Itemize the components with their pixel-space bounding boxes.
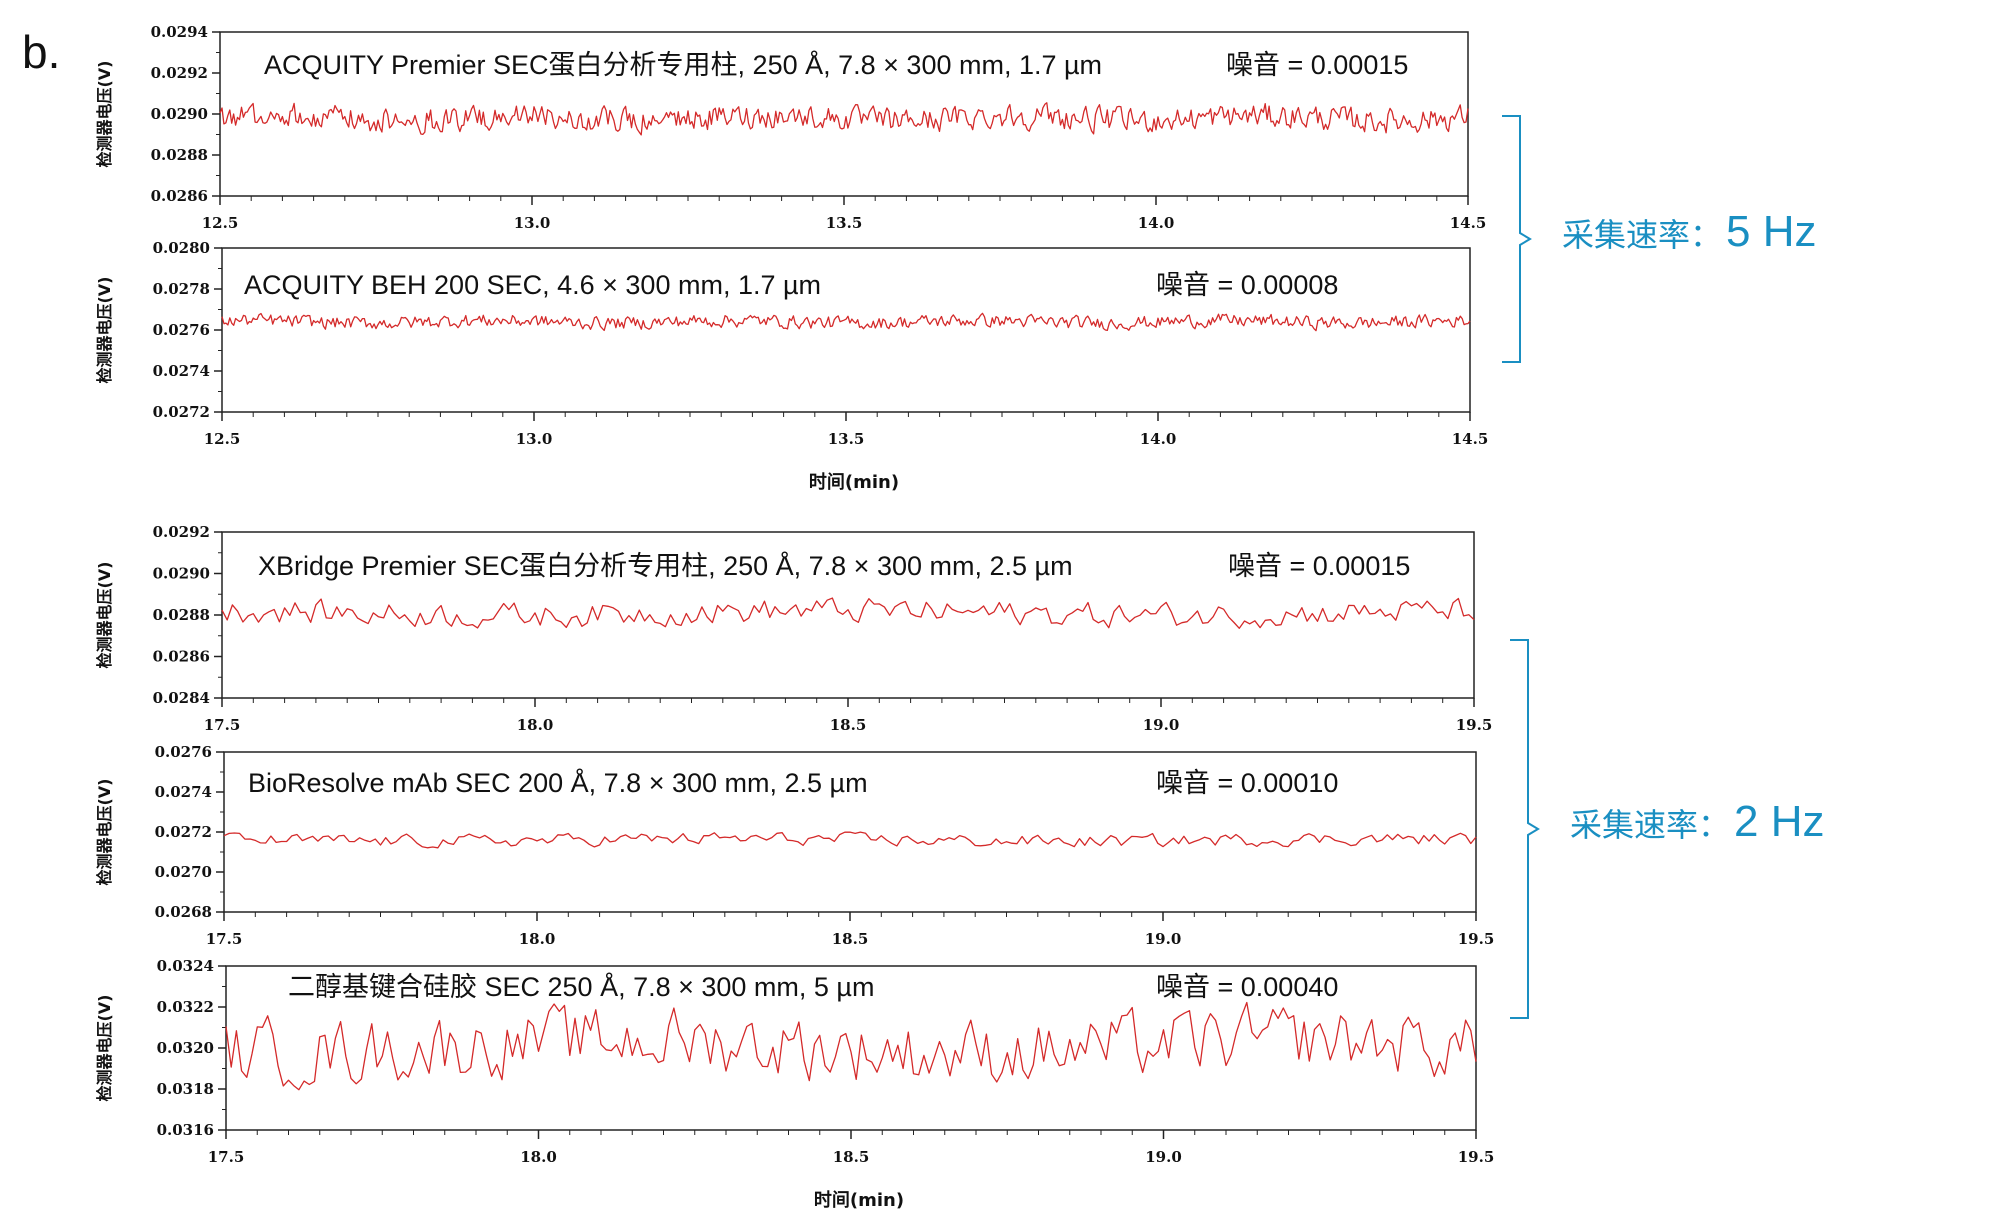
y-tick-label: 0.0272 — [153, 403, 210, 421]
column-title: BioResolve mAb SEC 200 Å, 7.8 × 300 mm, … — [248, 767, 868, 798]
x-tick-label: 19.5 — [1458, 1148, 1495, 1166]
rate-annotation: 采集速率：5 Hz — [1562, 207, 1817, 256]
y-tick-label: 0.0276 — [155, 743, 212, 761]
x-tick-label: 13.0 — [514, 214, 551, 232]
x-tick-label: 13.5 — [828, 430, 865, 448]
y-tick-label: 0.0324 — [157, 957, 214, 975]
y-tick-label: 0.0278 — [153, 280, 210, 298]
signal-trace — [223, 831, 1477, 849]
y-axis-label: 检测器电压(V) — [95, 561, 114, 668]
noise-annotation: 噪音 = 0.00010 — [1156, 768, 1338, 798]
noise-annotation: 噪音 = 0.00040 — [1156, 972, 1338, 1002]
x-tick-label: 17.5 — [204, 716, 241, 734]
x-tick-label: 18.0 — [520, 1148, 557, 1166]
y-tick-label: 0.0290 — [151, 105, 208, 123]
signal-trace — [225, 1001, 1477, 1091]
y-axis-label: 检测器电压(V) — [95, 994, 114, 1101]
chart-panel-4: 0.0276 0.0274 0.0272 0.0270 0.0268 17.5 18.0 18… — [95, 743, 1494, 948]
y-tick-label: 0.0272 — [155, 823, 212, 841]
y-tick-label: 0.0268 — [155, 903, 212, 921]
y-tick-label: 0.0292 — [151, 64, 208, 82]
x-tick-label: 19.0 — [1145, 930, 1182, 948]
signal-trace — [219, 102, 1469, 136]
x-tick-label: 19.0 — [1145, 1148, 1182, 1166]
rate-caption: 采集速率： — [1570, 807, 1730, 843]
rate-value: 2 Hz — [1734, 797, 1824, 846]
x-axis-label: 时间(min) — [809, 472, 899, 493]
x-tick-label: 13.5 — [826, 214, 863, 232]
rate-bracket-1: 采集速率：5 Hz — [1502, 115, 1817, 363]
chart-panel-1: 0.0294 0.0292 0.0290 0.0288 0.0286 12.5 13.0 13… — [95, 23, 1486, 232]
x-tick-label: 18.5 — [832, 930, 869, 948]
chart-panel-2: 0.0280 0.0278 0.0276 0.0274 0.0272 12.5 13.0 13… — [95, 239, 1488, 493]
y-tick-label: 0.0292 — [153, 523, 210, 541]
rate-annotation: 采集速率：2 Hz — [1570, 797, 1825, 846]
rate-caption: 采集速率： — [1562, 217, 1722, 253]
x-tick-label: 14.5 — [1452, 430, 1489, 448]
x-tick-label: 18.0 — [519, 930, 556, 948]
x-tick-label: 18.5 — [830, 716, 867, 734]
x-tick-label: 17.5 — [208, 1148, 245, 1166]
x-tick-label: 14.0 — [1138, 214, 1175, 232]
x-tick-label: 19.0 — [1143, 716, 1180, 734]
x-tick-label: 12.5 — [204, 430, 241, 448]
noise-annotation: 噪音 = 0.00015 — [1228, 551, 1410, 581]
rate-value: 5 Hz — [1726, 207, 1816, 256]
y-axis-label: 检测器电压(V) — [95, 778, 114, 885]
y-tick-label: 0.0276 — [153, 321, 210, 339]
y-tick-label: 0.0294 — [151, 23, 208, 41]
signal-trace — [221, 597, 1475, 629]
x-tick-label: 13.0 — [516, 430, 553, 448]
y-tick-label: 0.0290 — [153, 565, 210, 583]
noise-annotation: 噪音 = 0.00015 — [1226, 50, 1408, 80]
chart-panels: 0.0294 0.0292 0.0290 0.0288 0.0286 12.5 13.0 13… — [95, 23, 1494, 1211]
signal-trace — [221, 312, 1471, 332]
x-tick-label: 17.5 — [206, 930, 243, 948]
y-tick-label: 0.0288 — [151, 146, 208, 164]
noise-annotation: 噪音 = 0.00008 — [1156, 270, 1338, 300]
y-tick-label: 0.0318 — [157, 1080, 214, 1098]
column-title: XBridge Premier SEC蛋白分析专用柱, 250 Å, 7.8 ×… — [258, 550, 1073, 581]
y-tick-label: 0.0322 — [157, 998, 214, 1016]
y-axis-label: 检测器电压(V) — [95, 276, 114, 383]
x-tick-label: 14.0 — [1140, 430, 1177, 448]
y-tick-label: 0.0284 — [153, 689, 210, 707]
panel-letter: b. — [22, 26, 60, 78]
x-tick-label: 18.0 — [517, 716, 554, 734]
x-tick-label: 12.5 — [202, 214, 239, 232]
rate-bracket-2: 采集速率：2 Hz — [1510, 639, 1825, 1019]
column-title: ACQUITY Premier SEC蛋白分析专用柱, 250 Å, 7.8 ×… — [264, 49, 1102, 80]
y-tick-label: 0.0280 — [153, 239, 210, 257]
chart-panel-5: 0.0324 0.0322 0.0320 0.0318 0.0316 17.5 18.0 18… — [95, 957, 1494, 1211]
y-tick-label: 0.0274 — [155, 783, 212, 801]
bracket-shape — [1510, 639, 1540, 1019]
x-tick-label: 14.5 — [1450, 214, 1487, 232]
y-axis-label: 检测器电压(V) — [95, 60, 114, 167]
x-axis-label: 时间(min) — [814, 1190, 904, 1211]
chart-panel-3: 0.0292 0.0290 0.0288 0.0286 0.0284 17.5 18.0 18… — [95, 523, 1492, 734]
y-tick-label: 0.0286 — [151, 187, 208, 205]
column-title: ACQUITY BEH 200 SEC, 4.6 × 300 mm, 1.7 µ… — [244, 270, 821, 300]
x-tick-label: 19.5 — [1458, 930, 1495, 948]
column-title: 二醇基键合硅胶 SEC 250 Å, 7.8 × 300 mm, 5 µm — [288, 971, 875, 1002]
y-tick-label: 0.0274 — [153, 362, 210, 380]
y-tick-label: 0.0320 — [157, 1039, 214, 1057]
y-tick-label: 0.0286 — [153, 648, 210, 666]
bracket-shape — [1502, 115, 1532, 363]
x-tick-label: 18.5 — [833, 1148, 870, 1166]
y-tick-label: 0.0288 — [153, 606, 210, 624]
x-tick-label: 19.5 — [1456, 716, 1493, 734]
y-tick-label: 0.0316 — [157, 1121, 214, 1139]
y-tick-label: 0.0270 — [155, 863, 212, 881]
